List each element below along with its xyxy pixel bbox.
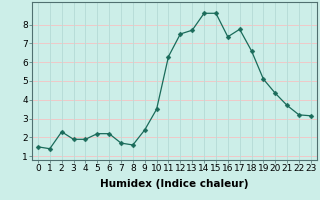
X-axis label: Humidex (Indice chaleur): Humidex (Indice chaleur) [100, 179, 249, 189]
